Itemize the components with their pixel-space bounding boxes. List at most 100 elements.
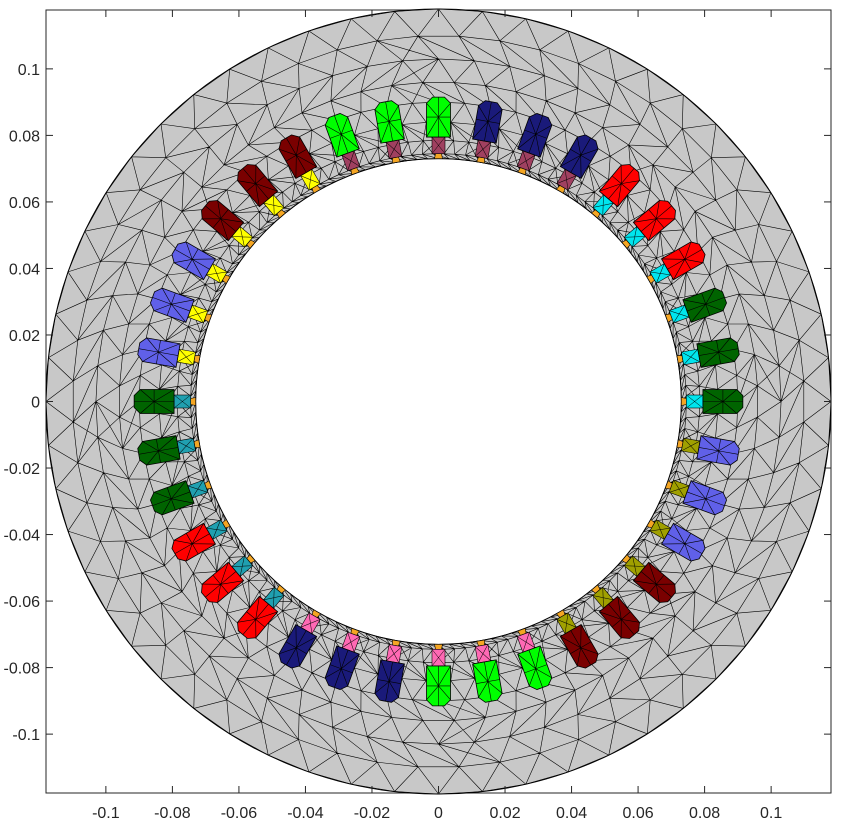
y-tick-label: -0.02 [4,461,41,478]
slot-8 [516,113,553,176]
slot-9 [472,100,503,164]
coil-mesh [174,523,216,562]
tooth-tip [681,397,687,406]
y-tick-label: 0.1 [18,62,40,79]
coil-mesh [472,101,503,144]
x-tick-label: 0.04 [556,805,587,822]
coil-mesh [174,241,216,280]
x-axis-ticks: -0.1 -0.08 -0.06 -0.04 -0.02 0 0.02 0.04 0.06 0.0… [92,10,782,822]
x-tick-label: -0.1 [92,805,120,822]
wedge-mesh [431,649,446,667]
coil-mesh [374,101,405,144]
slot-27 [374,639,405,703]
y-tick-label: -0.08 [4,661,41,678]
wedge-mesh [592,587,614,609]
slot-14 [237,164,286,219]
slot-7 [555,134,599,194]
wedge-mesh [187,304,208,323]
wedge-mesh [173,394,191,409]
coil-mesh [560,137,599,179]
coil-mesh [374,659,405,702]
coil-mesh [138,435,181,466]
y-axis-ticks: 0.1 0.08 0.06 0.04 0.02 0 -0.02 -0.04 -0.06 -0.08… [4,62,831,744]
tooth-tip [190,397,196,406]
slot-19 [133,389,196,414]
coil-mesh [633,200,675,241]
wedge-mesh [231,555,253,577]
wedge-mesh [176,437,196,454]
wedge-mesh [386,139,403,159]
wedge-mesh [341,150,360,171]
coil-mesh [138,337,181,368]
wedge-mesh [431,136,446,154]
wedge-mesh [556,169,577,191]
slot-28 [426,644,451,707]
coil-mesh [278,137,317,179]
wedge-mesh [300,612,321,634]
wedge-mesh [474,644,491,664]
coil-mesh [661,523,703,562]
tooth-tip [434,644,443,650]
slot-18 [137,337,201,368]
coil-mesh [152,480,195,515]
wedge-mesh [517,150,536,171]
x-tick-label: -0.08 [154,805,191,822]
coil-mesh [517,115,552,158]
slot-5 [621,200,676,249]
wedge-mesh [187,480,208,499]
coil-mesh [633,562,675,603]
wedge-mesh [341,632,360,653]
y-tick-label: -0.06 [4,594,41,611]
slot-12 [324,113,361,176]
wedge-mesh [300,169,321,191]
coil-mesh [237,596,278,638]
slot-23 [201,554,256,603]
slot-3 [664,287,727,324]
slot-34 [646,518,706,562]
coil-mesh [426,97,451,138]
slot-11 [374,100,405,164]
coil-mesh [426,665,451,706]
slot-21 [150,479,213,516]
wedge-mesh [624,555,646,577]
coil-mesh [237,165,278,207]
slot-31 [555,609,599,669]
wedge-mesh [686,394,704,409]
x-tick-label: 0.08 [689,805,720,822]
coil-mesh [696,337,739,368]
y-tick-label: 0.02 [9,328,40,345]
y-tick-label: 0.06 [9,195,40,212]
slot-26 [324,627,361,690]
slot-2 [676,337,740,368]
wedge-mesh [624,226,646,248]
y-tick-label: 0 [31,395,40,412]
coil-mesh [202,562,244,603]
coil-mesh [599,596,640,638]
coil-mesh [702,389,743,414]
wedge-mesh [669,480,690,499]
slot-6 [591,164,640,219]
tooth-tip [434,153,443,159]
wedge-mesh [592,194,614,216]
wedge-mesh [386,644,403,664]
y-tick-label: 0.04 [9,261,40,278]
coil-mesh [202,200,244,241]
coil-mesh [152,288,195,323]
slot-windings [133,96,744,707]
slot-24 [237,584,286,639]
x-tick-label: -0.06 [221,805,258,822]
slot-10 [426,96,451,159]
slot-25 [278,609,322,669]
coil-mesh [599,165,640,207]
wedge-mesh [206,263,228,284]
slot-36 [676,435,740,466]
slot-15 [201,200,256,249]
x-tick-label: -0.04 [287,805,324,822]
slot-20 [137,435,201,466]
wedge-mesh [231,226,253,248]
x-tick-label: 0 [434,805,443,822]
slot-30 [516,627,553,690]
coil-mesh [661,241,703,280]
wedge-mesh [556,612,577,634]
